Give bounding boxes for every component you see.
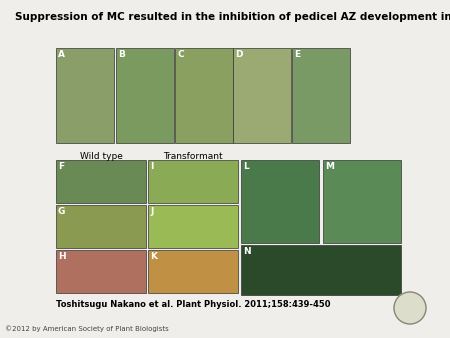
Text: D: D (235, 50, 243, 59)
Text: B: B (118, 50, 125, 59)
Text: Suppression of MC resulted in the inhibition of pedicel AZ development in tomato: Suppression of MC resulted in the inhibi… (15, 12, 450, 22)
Text: Transformant: Transformant (163, 152, 223, 161)
Bar (175, 48, 233, 143)
Text: E: E (294, 50, 300, 59)
Bar (148, 160, 238, 203)
Circle shape (394, 292, 426, 324)
Text: L: L (243, 162, 249, 171)
Bar (323, 160, 401, 243)
Text: ©2012 by American Society of Plant Biologists: ©2012 by American Society of Plant Biolo… (5, 325, 169, 332)
Text: G: G (58, 207, 65, 216)
Text: A: A (58, 50, 65, 59)
Text: Toshitsugu Nakano et al. Plant Physiol. 2011;158:439-450: Toshitsugu Nakano et al. Plant Physiol. … (56, 300, 330, 309)
Bar (56, 250, 146, 293)
Bar (116, 48, 174, 143)
Bar (233, 48, 291, 143)
Text: K: K (150, 252, 157, 261)
Text: J: J (150, 207, 153, 216)
Bar (241, 245, 401, 295)
Text: C: C (177, 50, 184, 59)
Bar (292, 48, 350, 143)
Bar (56, 48, 114, 143)
Text: Wild type: Wild type (80, 152, 122, 161)
Bar (56, 160, 146, 203)
Bar (148, 250, 238, 293)
Text: H: H (58, 252, 66, 261)
Text: N: N (243, 247, 251, 256)
Bar (148, 205, 238, 248)
Text: I: I (150, 162, 153, 171)
Bar (241, 160, 319, 243)
Text: M: M (325, 162, 334, 171)
Text: F: F (58, 162, 64, 171)
Bar (56, 205, 146, 248)
